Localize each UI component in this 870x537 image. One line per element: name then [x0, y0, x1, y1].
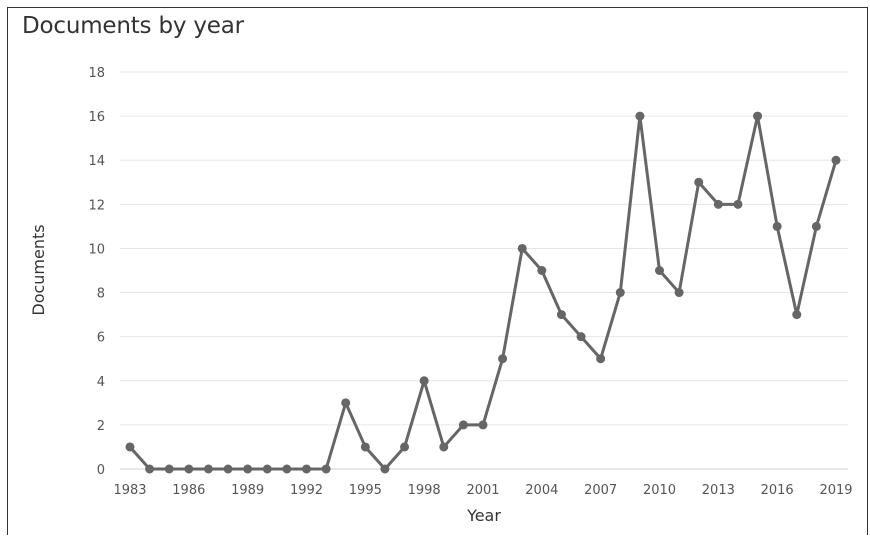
- data-point[interactable]: [537, 266, 547, 275]
- x-tick-label: 1983: [113, 483, 146, 498]
- data-point[interactable]: [243, 464, 253, 474]
- x-tick-label: 1998: [408, 483, 441, 498]
- data-point[interactable]: [478, 420, 488, 430]
- data-point[interactable]: [223, 464, 233, 474]
- data-point[interactable]: [713, 199, 723, 209]
- data-point[interactable]: [400, 442, 410, 452]
- x-axis-title: Year: [466, 506, 501, 525]
- data-point[interactable]: [439, 442, 449, 452]
- data-point[interactable]: [360, 442, 370, 452]
- data-point[interactable]: [262, 464, 272, 474]
- x-tick-label: 2013: [702, 483, 735, 498]
- data-point[interactable]: [811, 221, 821, 231]
- y-tick-label: 2: [97, 419, 105, 434]
- y-tick-label: 14: [88, 154, 105, 169]
- x-tick-label: 2001: [466, 483, 499, 498]
- data-point[interactable]: [203, 464, 213, 474]
- series-documents: [125, 111, 841, 474]
- y-tick-label: 12: [88, 198, 105, 213]
- data-point[interactable]: [341, 398, 351, 408]
- data-point[interactable]: [655, 266, 664, 275]
- x-tick-label: 2016: [761, 483, 794, 498]
- data-point[interactable]: [282, 464, 292, 474]
- data-point[interactable]: [753, 111, 763, 121]
- data-point[interactable]: [184, 464, 194, 474]
- chart-title: Documents by year: [22, 13, 244, 39]
- y-tick-label: 8: [97, 287, 105, 302]
- y-tick-label: 0: [97, 463, 105, 478]
- y-tick-labels: 0 2 4 6 8 10 12 14 16 18: [88, 66, 105, 478]
- x-tick-label: 2004: [525, 483, 558, 498]
- data-point[interactable]: [145, 464, 155, 474]
- y-tick-label: 4: [97, 375, 105, 390]
- gridlines: [120, 71, 848, 470]
- x-tick-label: 2007: [584, 483, 617, 498]
- data-point[interactable]: [380, 464, 390, 474]
- data-point[interactable]: [772, 221, 782, 231]
- y-tick-label: 10: [88, 242, 105, 257]
- data-point[interactable]: [615, 288, 625, 298]
- data-point[interactable]: [576, 332, 586, 342]
- data-point[interactable]: [302, 464, 311, 474]
- chart-frame: [7, 7, 868, 535]
- x-tick-label: 2019: [819, 483, 852, 498]
- y-tick-label: 18: [88, 66, 105, 81]
- data-point[interactable]: [321, 464, 331, 474]
- data-point[interactable]: [556, 310, 566, 320]
- x-tick-label: 1986: [172, 483, 205, 498]
- data-point[interactable]: [125, 442, 135, 452]
- data-point[interactable]: [517, 243, 527, 253]
- data-point[interactable]: [792, 310, 802, 320]
- data-point[interactable]: [674, 288, 684, 298]
- data-point[interactable]: [733, 199, 743, 209]
- x-tick-labels: 1983 1986 1989 1992 1995 1998 2001 2004 2007 2010…: [113, 483, 852, 498]
- y-tick-label: 16: [88, 110, 105, 125]
- data-point[interactable]: [831, 155, 841, 165]
- data-point[interactable]: [419, 376, 429, 386]
- x-tick-label: 1989: [231, 483, 264, 498]
- data-point[interactable]: [596, 354, 606, 364]
- x-tick-label: 1992: [290, 483, 323, 498]
- data-point[interactable]: [694, 177, 704, 187]
- x-tick-label: 1995: [349, 483, 382, 498]
- y-tick-label: 6: [97, 331, 105, 346]
- data-point[interactable]: [635, 111, 645, 121]
- y-axis-title: Documents: [29, 224, 48, 315]
- data-point[interactable]: [458, 420, 468, 430]
- data-point[interactable]: [498, 354, 508, 364]
- x-tick-label: 2010: [643, 483, 676, 498]
- data-point[interactable]: [164, 464, 174, 474]
